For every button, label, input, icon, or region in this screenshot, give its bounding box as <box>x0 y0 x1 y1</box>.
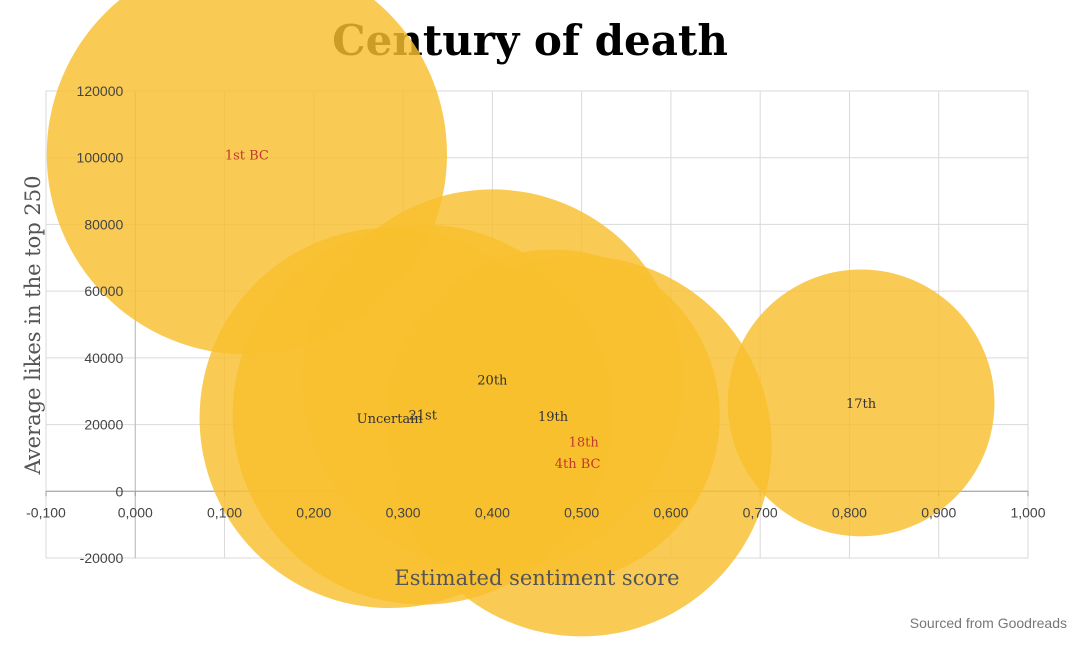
x-tick-label: 0,100 <box>207 504 242 520</box>
bubble-label: 21st <box>409 409 438 424</box>
x-tick-label: 0,800 <box>832 504 867 520</box>
x-tick-label: 0,400 <box>475 504 510 520</box>
bubble-label: 20th <box>477 374 508 389</box>
x-axis-title: Estimated sentiment score <box>394 566 679 590</box>
y-tick-label: 80000 <box>84 216 123 232</box>
bubble-label: 19th <box>538 410 569 425</box>
bubble <box>727 269 995 537</box>
y-tick-label: 60000 <box>84 283 123 299</box>
x-tick-labels: -0,100 0,000 0,100 0,200 0,300 0,400 0,500 0,60… <box>26 504 1046 520</box>
bubbles <box>46 0 995 637</box>
y-tick-labels: -20000 0 20000 40000 60000 80000 100000 120000 <box>77 83 124 566</box>
x-tick-label: 0,200 <box>296 504 331 520</box>
y-tick-label: 120000 <box>77 83 124 99</box>
bubble-label: Uncertain <box>357 412 424 427</box>
y-tick-label: -20000 <box>80 550 124 566</box>
bubble-label: 4th BC <box>555 457 601 472</box>
bubble-label: 1st BC <box>225 148 269 163</box>
x-tick-label: 0,500 <box>564 504 599 520</box>
bubble <box>391 256 772 637</box>
x-tick-label: 0,700 <box>743 504 778 520</box>
x-tick-label: 0,600 <box>653 504 688 520</box>
x-tick-label: 0,300 <box>386 504 421 520</box>
y-tick-label: 100000 <box>77 150 124 166</box>
y-axis-title: Average likes in the top 250 <box>21 175 45 475</box>
y-tick-label: 40000 <box>84 350 123 366</box>
bubble-label: 18th <box>569 435 600 450</box>
y-tick-label: 0 <box>115 483 123 499</box>
source-note: Sourced from Goodreads <box>910 615 1067 631</box>
bubble-label: 17th <box>846 397 877 412</box>
y-tick-label: 20000 <box>84 417 123 433</box>
x-tick-label: 0,000 <box>118 504 153 520</box>
x-tick-label: -0,100 <box>26 504 66 520</box>
x-tick-label: 1,000 <box>1010 504 1045 520</box>
x-tick-label: 0,900 <box>921 504 956 520</box>
